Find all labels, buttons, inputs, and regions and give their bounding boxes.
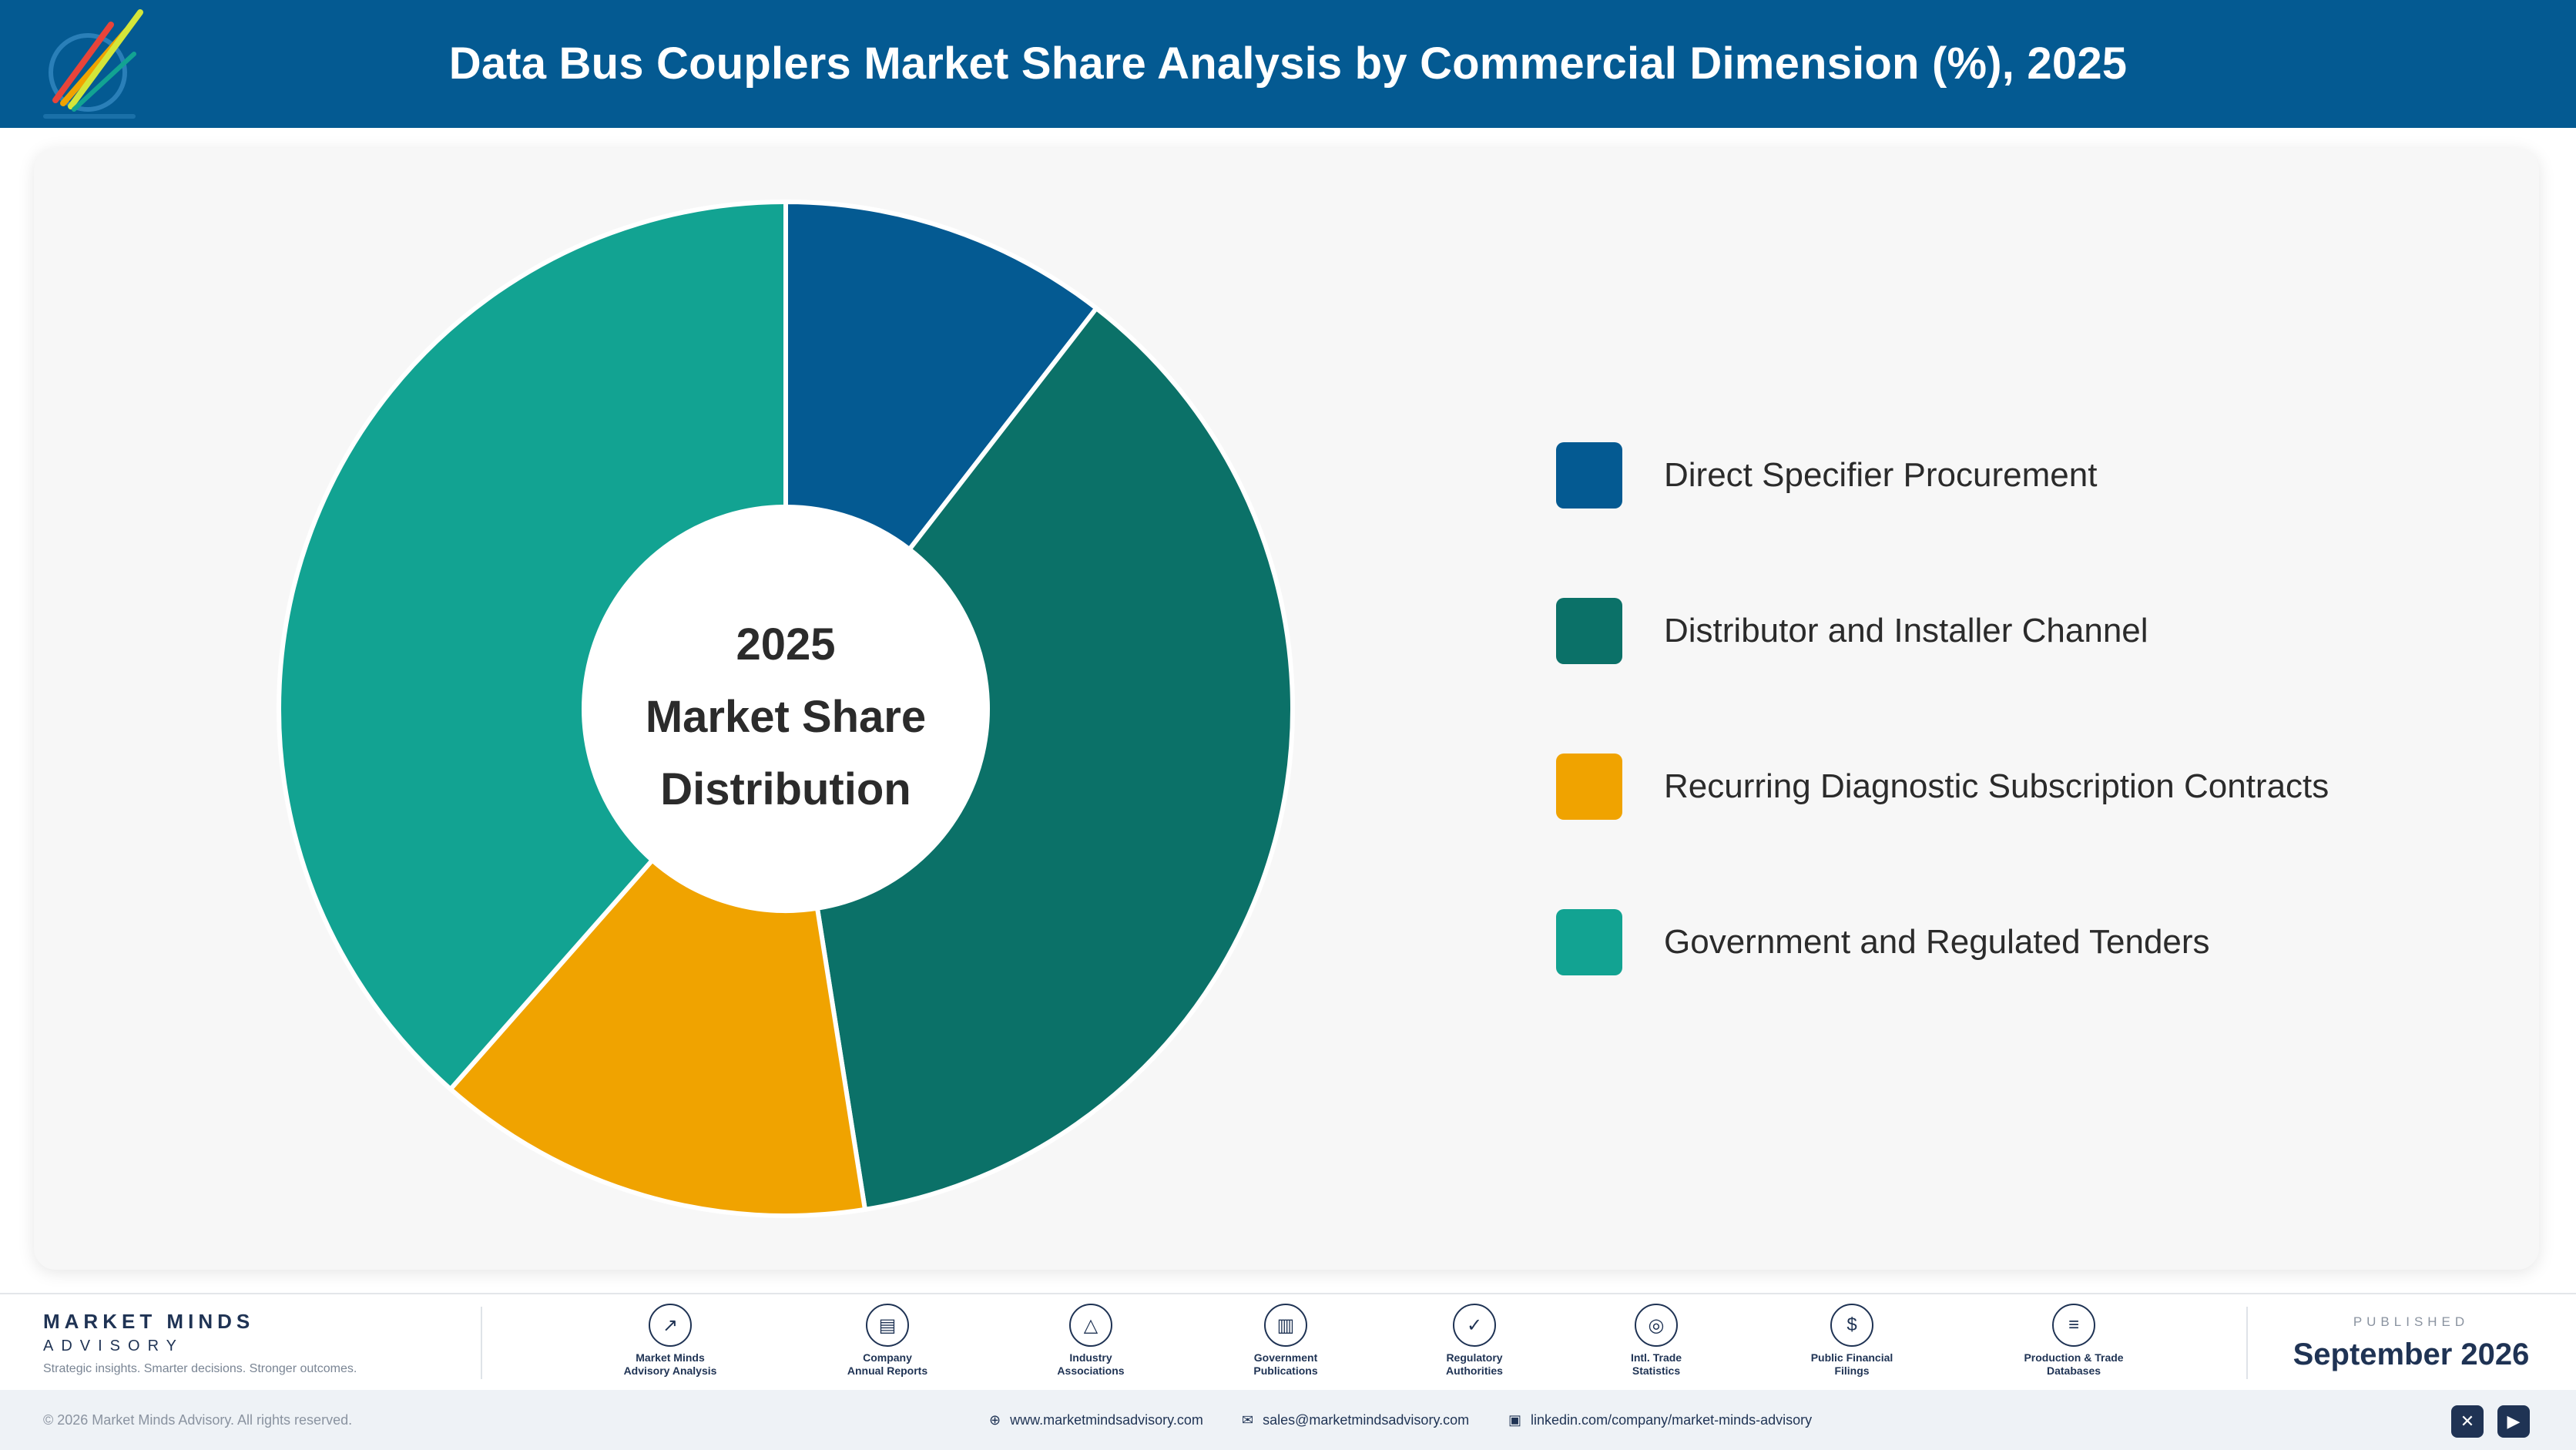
legend-swatch [1556,442,1622,509]
published-label: PUBLISHED [2353,1314,2470,1329]
mail-icon: ✉ [1242,1412,1254,1428]
shield-check-icon: ✓ [1453,1304,1496,1347]
source-label: Production & Trade Databases [2024,1351,2124,1377]
source-label: Regulatory Authorities [1446,1351,1503,1377]
source-government-publications: ▥ Government Publications [1193,1304,1378,1378]
linkedin-link[interactable]: ▣ linkedin.com/company/market-minds-advis… [1508,1390,1812,1450]
brand-subtitle: ADVISORY [43,1338,184,1354]
trend-chart-icon: ↗ [649,1304,692,1347]
company-logo [43,9,143,119]
source-label: Industry Associations [1057,1351,1125,1377]
source-label: Intl. Trade Statistics [1630,1351,1682,1377]
donut-slice-recurring-diagnostic-subscription-contracts [447,857,868,1218]
source-label: Public Financial Filings [1810,1351,1893,1377]
legend-label: Direct Specifier Procurement [1664,456,2098,494]
government-building-icon: ▥ [1264,1304,1307,1347]
globe-icon: ⊕ [989,1412,1001,1428]
globe-icon: ◎ [1635,1304,1678,1347]
footer-divider [0,1293,2576,1294]
copyright-text: © 2026 Market Minds Advisory. All rights… [43,1412,353,1428]
footer-separator [2246,1307,2248,1379]
footer: MARKET MINDS ADVISORY Strategic insights… [0,1294,2576,1390]
center-label-line3: Distribution [660,764,911,814]
legend-label: Recurring Diagnostic Subscription Contra… [1664,767,2329,805]
legend-label: Government and Regulated Tenders [1664,923,2210,961]
donut-slice-direct-specifier-procurement [783,199,1100,553]
legend-swatch [1556,909,1622,975]
center-label-year: 2025 [736,619,836,670]
youtube-social-button[interactable]: ▶ [2497,1405,2530,1438]
source-company-annual-reports: ▤ Company Annual Reports [795,1304,980,1378]
source-regulatory-authorities: ✓ Regulatory Authorities [1382,1304,1567,1378]
website-text: www.marketmindsadvisory.com [1010,1412,1203,1428]
source-public-financial-filings: $ Public Financial Filings [1759,1304,1944,1378]
brand-name: MARKET MINDS [43,1310,255,1333]
published-date: September 2026 [2293,1338,2530,1371]
network-icon: △ [1069,1304,1112,1347]
legend-item-government-and-regulated-tenders: Government and Regulated Tenders [1556,909,2329,975]
x-social-button[interactable]: ✕ [2451,1405,2484,1438]
bottom-bar: © 2026 Market Minds Advisory. All rights… [0,1390,2576,1450]
website-link[interactable]: ⊕ www.marketmindsadvisory.com [989,1390,1203,1450]
footer-separator [481,1307,482,1379]
page-title: Data Bus Couplers Market Share Analysis … [448,39,2128,89]
linkedin-icon: ▣ [1508,1412,1522,1428]
email-link[interactable]: ✉ sales@marketmindsadvisory.com [1242,1390,1469,1450]
donut-hole [585,509,986,909]
legend-item-direct-specifier-procurement: Direct Specifier Procurement [1556,442,2329,509]
center-label-line2: Market Share [645,692,927,742]
legend-item-distributor-and-installer-channel: Distributor and Installer Channel [1556,598,2329,664]
chart-legend: Direct Specifier Procurement Distributor… [1556,442,2329,1065]
header-bar: Data Bus Couplers Market Share Analysis … [0,0,2576,128]
published-block: PUBLISHED September 2026 [2249,1314,2573,1372]
legend-swatch [1556,598,1622,664]
source-label: Government Publications [1253,1351,1318,1377]
legend-label: Distributor and Installer Channel [1664,612,2148,649]
coin-icon: $ [1830,1304,1873,1347]
source-label: Company Annual Reports [847,1351,928,1377]
email-text: sales@marketmindsadvisory.com [1263,1412,1470,1428]
source-label: Market Minds Advisory Analysis [623,1351,717,1377]
donut-slice-distributor-and-installer-channel [814,304,1295,1213]
brand-tagline: Strategic insights. Smarter decisions. S… [43,1362,357,1375]
source-production-trade-databases: ≡ Production & Trade Databases [1981,1304,2166,1378]
source-market-minds-analysis: ↗ Market Minds Advisory Analysis [578,1304,763,1378]
linkedin-text: linkedin.com/company/market-minds-adviso… [1531,1412,1813,1428]
donut-slice-government-and-regulated-tenders [277,199,788,1093]
source-intl-trade-statistics: ◎ Intl. Trade Statistics [1564,1304,1749,1378]
source-list: ↗ Market Minds Advisory Analysis ▤ Compan… [539,1304,2203,1384]
legend-swatch [1556,754,1622,820]
document-icon: ▤ [866,1304,909,1347]
donut-center-label: 2025 Market Share Distribution [585,609,986,826]
database-icon: ≡ [2052,1304,2095,1347]
source-industry-associations: △ Industry Associations [998,1304,1183,1378]
legend-item-recurring-diagnostic-subscription-contracts: Recurring Diagnostic Subscription Contra… [1556,754,2329,820]
